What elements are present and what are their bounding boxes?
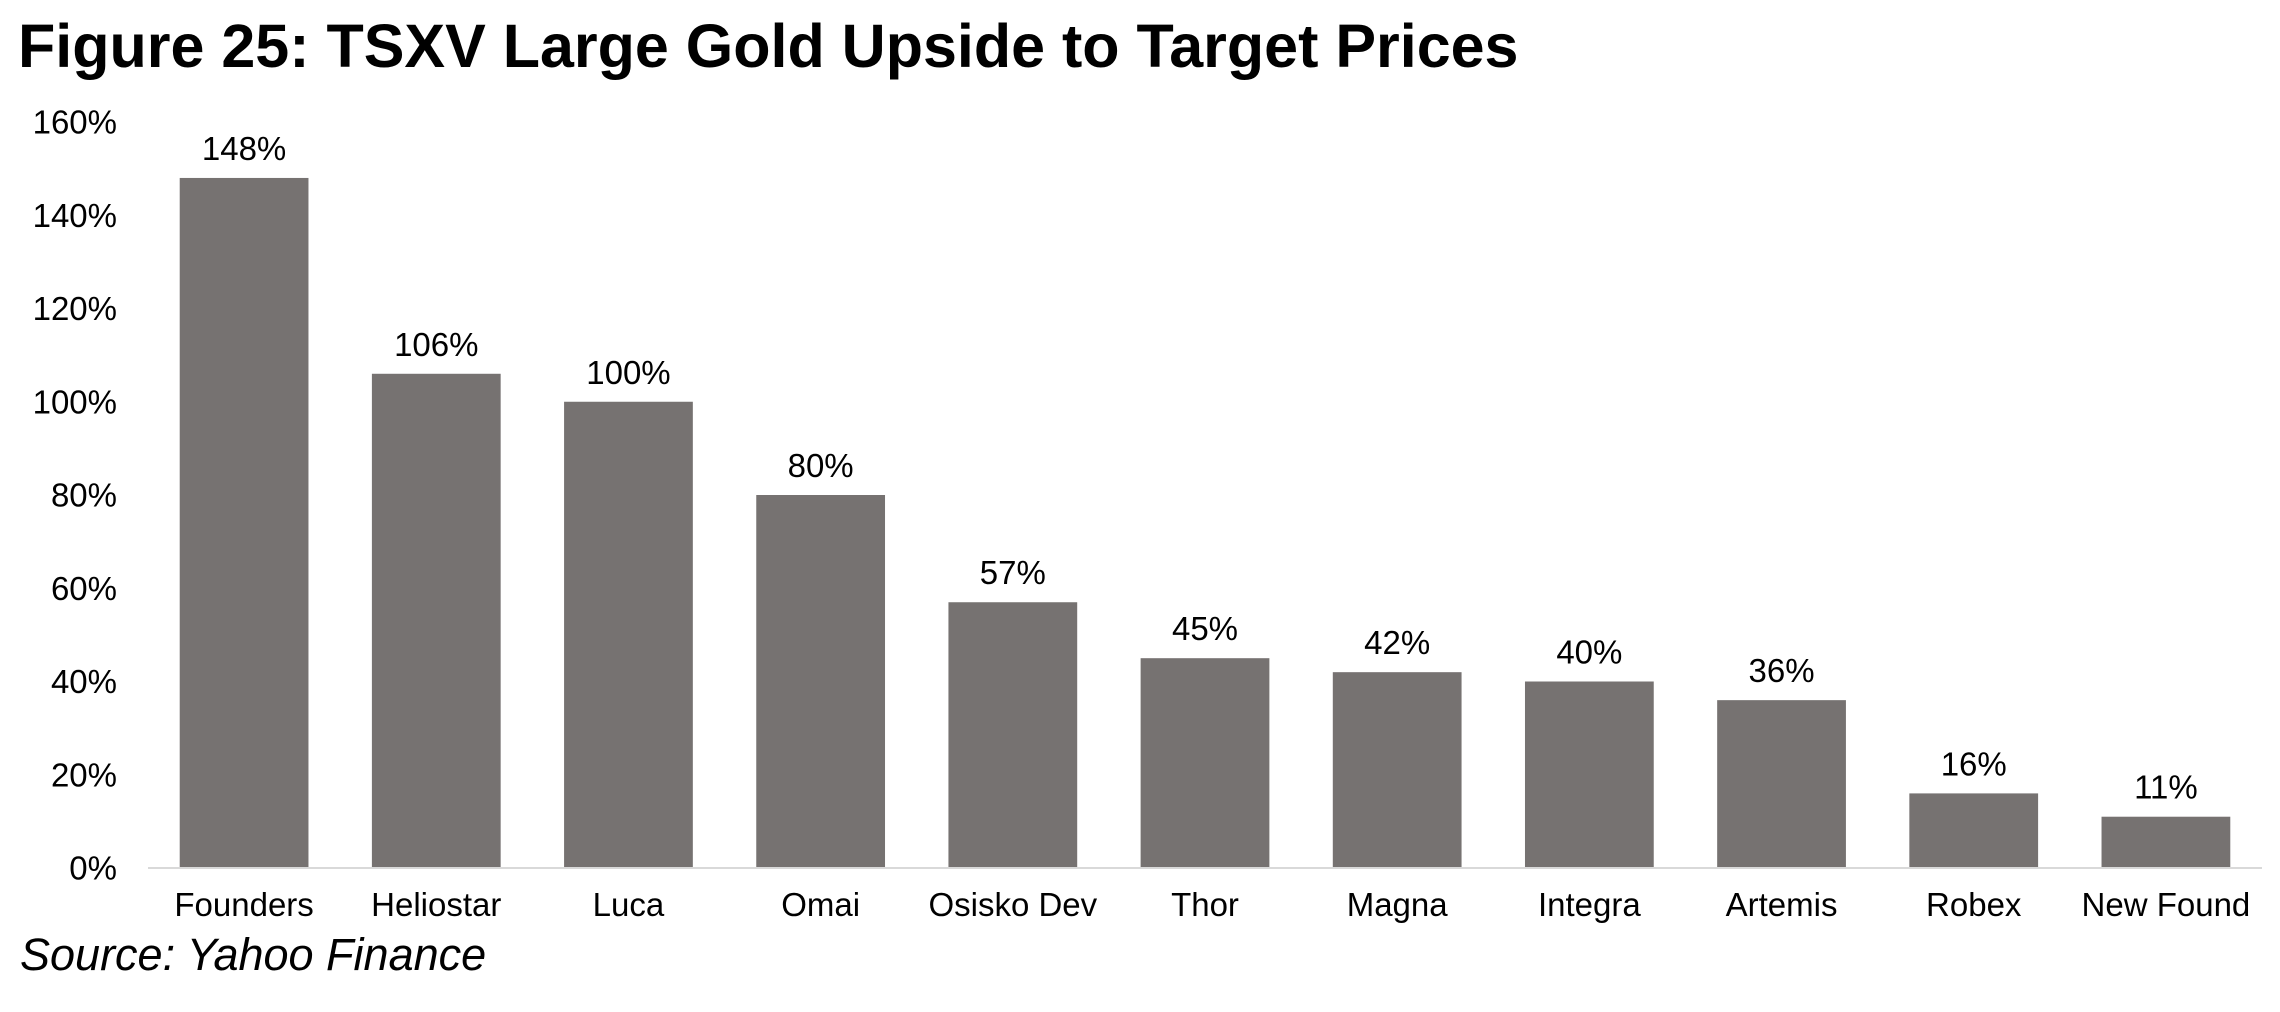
x-tick-label: Omai (781, 886, 860, 923)
y-tick-label: 80% (51, 477, 117, 514)
y-tick-label: 20% (51, 756, 117, 793)
y-tick-label: 140% (33, 197, 117, 234)
bar-osisko-dev (948, 602, 1078, 868)
x-tick-label: Integra (1538, 886, 1641, 923)
bar-artemis (1717, 700, 1846, 868)
y-tick-label: 60% (51, 570, 117, 607)
bar-founders (179, 177, 309, 868)
data-label: 40% (1556, 634, 1622, 671)
x-tick-label: Luca (593, 886, 665, 923)
x-tick-label: Founders (174, 886, 313, 923)
x-tick-label: Thor (1171, 886, 1239, 923)
data-label: 42% (1364, 624, 1430, 661)
bars-group (179, 177, 2231, 868)
y-tick-label: 160% (33, 104, 117, 141)
data-label: 16% (1941, 745, 2007, 782)
data-label: 36% (1749, 652, 1815, 689)
data-label: 57% (980, 554, 1046, 591)
y-tick-label: 120% (33, 290, 117, 327)
bar-new-found (2101, 816, 2231, 868)
data-labels-group: 148% 106% 100% 80% 57% 45% 42% 40% 36% 16% 11% (202, 130, 2198, 806)
x-tick-label: Magna (1347, 886, 1449, 923)
data-label: 100% (586, 354, 670, 391)
bar-luca (564, 401, 693, 868)
y-tick-label: 0% (69, 850, 117, 887)
x-tick-label: Robex (1926, 886, 2022, 923)
y-axis-ticks: 0% 20% 40% 60% 80% 100% 120% 140% 160% (33, 104, 117, 887)
bar-omai (756, 495, 886, 868)
y-tick-label: 40% (51, 663, 117, 700)
x-tick-label: New Found (2082, 886, 2251, 923)
data-label: 106% (394, 326, 478, 363)
chart-title: Figure 25: TSXV Large Gold Upside to Tar… (18, 12, 1519, 80)
data-label: 45% (1172, 610, 1238, 647)
bar-thor (1140, 658, 1270, 868)
bar-heliostar (371, 373, 501, 868)
bar-robex (1909, 793, 2039, 868)
x-axis-ticks: Founders Heliostar Luca Omai Osisko Dev Thor M… (174, 886, 2250, 923)
chart-source: Source: Yahoo Finance (20, 929, 487, 980)
data-label: 80% (788, 447, 854, 484)
x-tick-label: Heliostar (371, 886, 501, 923)
x-tick-label: Artemis (1726, 886, 1838, 923)
x-tick-label: Osisko Dev (928, 886, 1097, 923)
data-label: 148% (202, 130, 286, 167)
bar-integra (1524, 681, 1654, 868)
data-label: 11% (2134, 769, 2198, 806)
y-tick-label: 100% (33, 383, 117, 420)
bar-magna (1332, 672, 1462, 868)
